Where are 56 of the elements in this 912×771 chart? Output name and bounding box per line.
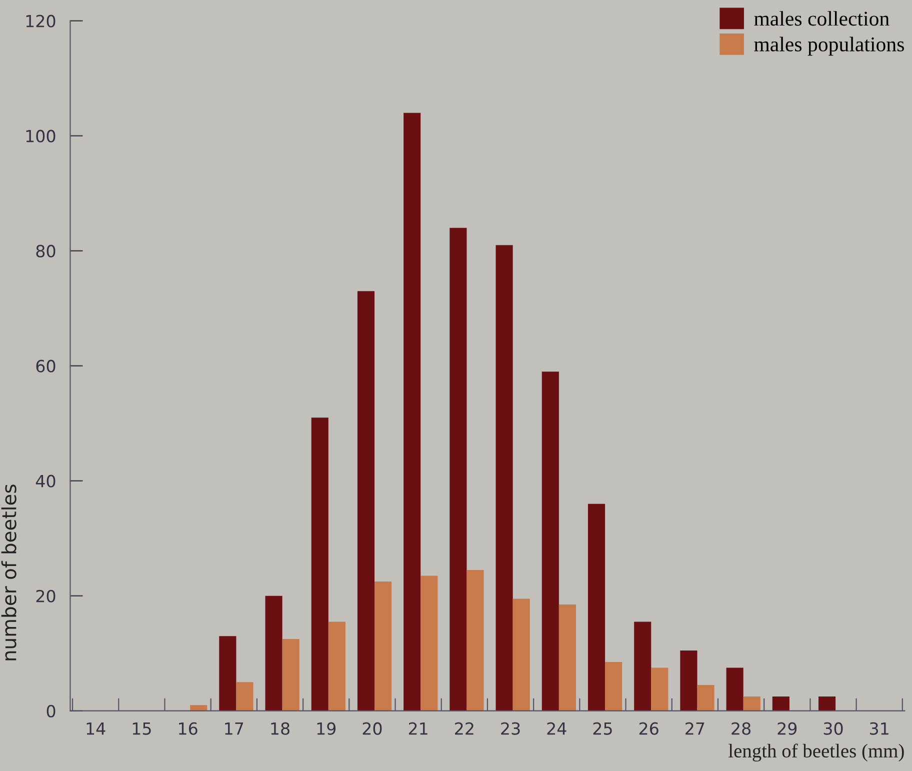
y-tick-label: 60 xyxy=(36,360,56,372)
y-tick-label: 100 xyxy=(26,130,56,142)
x-tick-label: 26 xyxy=(639,722,658,735)
bar xyxy=(236,682,254,711)
y-tick-label: 80 xyxy=(36,244,56,258)
bar xyxy=(651,668,668,711)
x-tick-label: 22 xyxy=(455,722,474,735)
legend-label: males populations xyxy=(754,36,904,56)
bar xyxy=(357,291,375,711)
y-tick-label: 40 xyxy=(36,474,56,488)
x-tick-label: 15 xyxy=(132,722,151,735)
bar xyxy=(311,418,328,711)
bar xyxy=(466,570,484,711)
x-tick-label: 17 xyxy=(225,722,244,735)
bar xyxy=(190,705,208,711)
y-axis-title: number of beetles xyxy=(1,484,16,660)
bar xyxy=(374,581,392,711)
x-tick-label: 16 xyxy=(179,722,198,735)
bar xyxy=(726,668,744,711)
x-tick-label: 30 xyxy=(824,722,843,735)
bar xyxy=(697,684,714,711)
x-tick-label: 29 xyxy=(778,722,797,735)
bar xyxy=(450,228,467,711)
x-tick-label: 18 xyxy=(271,722,290,735)
bar xyxy=(282,638,300,711)
bar xyxy=(265,596,282,711)
x-tick-label: 25 xyxy=(593,722,612,735)
bar xyxy=(605,662,622,711)
bar xyxy=(680,650,698,711)
x-tick-label: 21 xyxy=(408,722,428,735)
bar xyxy=(772,696,790,711)
y-tick-label: 20 xyxy=(36,590,56,602)
x-tick-label: 20 xyxy=(362,722,382,735)
y-tick-label: 0 xyxy=(46,704,56,718)
bar xyxy=(588,504,606,711)
bar xyxy=(818,696,836,711)
x-tick-label: 28 xyxy=(732,722,750,735)
bar xyxy=(634,622,652,711)
bar xyxy=(328,622,346,711)
legend-label: males collection xyxy=(754,11,890,26)
x-tick-label: 31 xyxy=(870,722,888,735)
x-tick-label: 27 xyxy=(686,722,704,735)
bar xyxy=(542,372,559,711)
x-tick-label: 23 xyxy=(501,722,520,735)
bar xyxy=(219,636,236,711)
x-tick-label: 19 xyxy=(317,722,336,735)
bar xyxy=(743,696,760,711)
bar xyxy=(512,598,530,711)
bar xyxy=(404,112,421,711)
bar xyxy=(496,245,513,711)
x-tick-label: 24 xyxy=(547,722,566,735)
bar xyxy=(558,604,576,711)
x-axis-title: length of beetles (mm) xyxy=(728,744,904,762)
y-tick-label: 120 xyxy=(26,14,56,28)
x-tick-label: 14 xyxy=(86,722,106,735)
bar xyxy=(420,576,438,711)
